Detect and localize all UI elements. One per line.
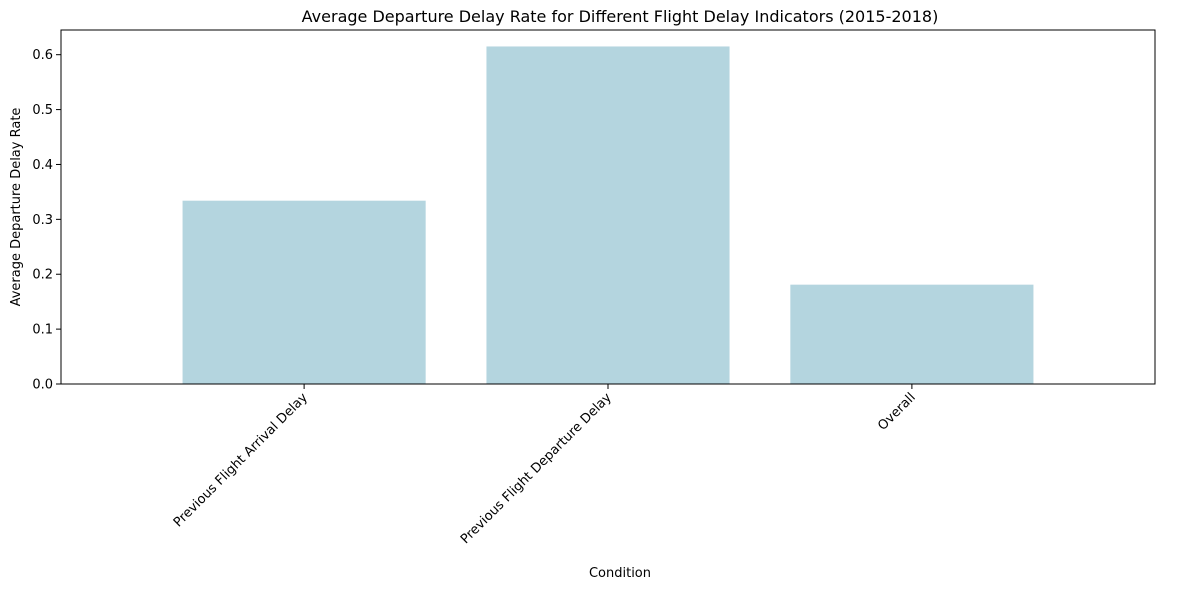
y-tick-label: 0.2 [32, 268, 53, 283]
y-axis-label: Average Departure Delay Rate [9, 108, 24, 307]
bar-2 [486, 46, 730, 384]
y-tick-label: 0.6 [32, 48, 53, 63]
y-tick-label: 0.4 [32, 158, 53, 173]
y-axis-ticks: 0.0 0.1 0.2 0.3 0.4 0.5 0.6 [32, 48, 61, 393]
y-tick-label: 0.5 [32, 103, 53, 118]
bar-3 [790, 284, 1034, 384]
bars-group [182, 46, 1034, 384]
y-tick-label: 0.0 [32, 378, 53, 393]
x-axis-label: Condition [589, 566, 651, 581]
y-tick-label: 0.3 [32, 213, 53, 228]
y-tick-label: 0.1 [32, 323, 53, 338]
x-tick-label: Overall [875, 390, 918, 433]
x-axis-ticks: Previous Flight Arrival Delay Previous Fl… [171, 384, 919, 547]
chart-title: Average Departure Delay Rate for Differe… [302, 7, 939, 26]
plot-area-frame [60, 29, 1156, 385]
bar-1 [182, 200, 426, 384]
x-tick-label: Previous Flight Arrival Delay [171, 390, 311, 530]
x-tick-label: Previous Flight Departure Delay [458, 390, 615, 547]
